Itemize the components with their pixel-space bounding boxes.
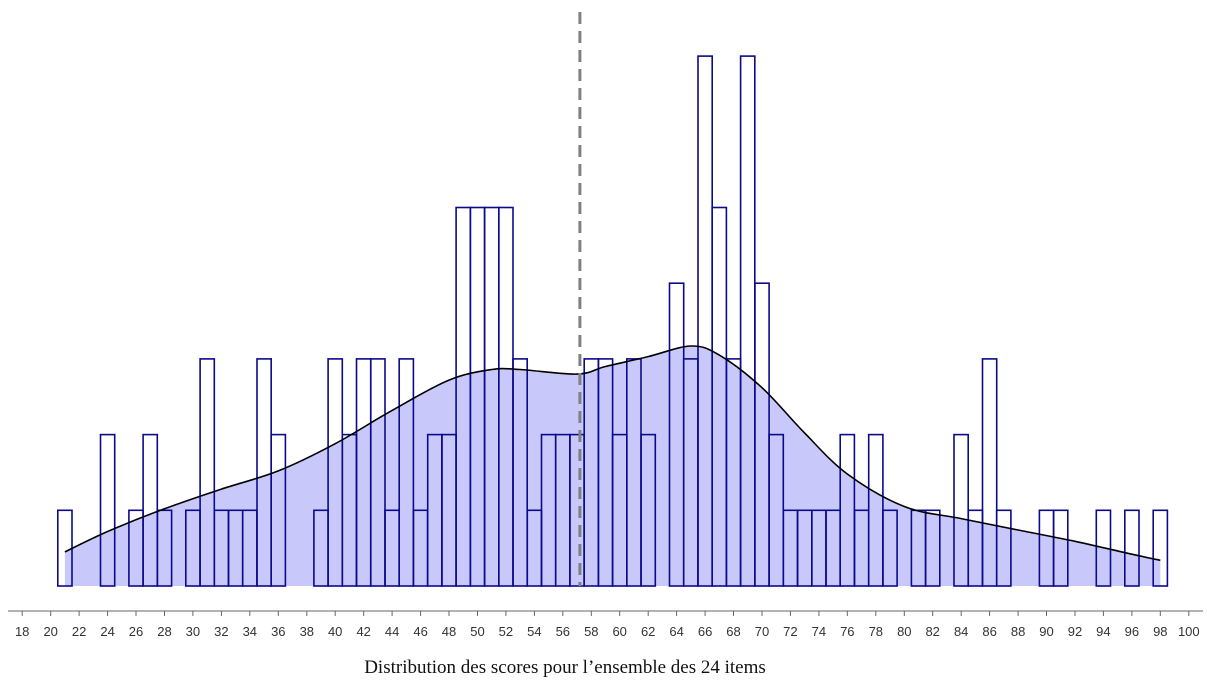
bars-layer: [56, 55, 1169, 587]
x-tick-label: 34: [243, 624, 257, 639]
histogram-bar: [99, 433, 116, 587]
x-tick-label: 46: [413, 624, 427, 639]
x-tick-label: 72: [783, 624, 797, 639]
histogram-bar: [156, 509, 173, 587]
histogram-bar: [981, 358, 998, 587]
x-tick-label: 50: [470, 624, 484, 639]
x-tick-label: 58: [584, 624, 598, 639]
x-tick-label: 68: [726, 624, 740, 639]
x-tick-label: 44: [385, 624, 399, 639]
x-tick-label: 60: [612, 624, 626, 639]
histogram-bar: [199, 358, 216, 587]
x-tick-label: 74: [812, 624, 826, 639]
x-tick-label: 80: [897, 624, 911, 639]
x-tick-label: 42: [356, 624, 370, 639]
histogram-bar: [995, 509, 1012, 587]
x-tick-label: 18: [15, 624, 29, 639]
x-tick-label: 38: [300, 624, 314, 639]
x-tick-label: 70: [755, 624, 769, 639]
x-tick-label: 36: [271, 624, 285, 639]
x-tick-label: 92: [1068, 624, 1082, 639]
x-tick-label: 88: [1011, 624, 1025, 639]
x-axis: 18 20 22 24 26 28 30 32 34 36 38 40 42 44 46 48 50 52 54 56…: [8, 610, 1203, 639]
x-tick-label: 20: [43, 624, 57, 639]
histogram-bar: [1095, 509, 1112, 587]
x-tick-label: 48: [442, 624, 456, 639]
chart-caption: Distribution des scores pour l’ensemble …: [364, 657, 766, 678]
histogram-bar: [640, 433, 657, 587]
x-tick-label: 84: [954, 624, 968, 639]
histogram-bar: [924, 509, 941, 587]
x-tick-label: 76: [840, 624, 854, 639]
x-tick-label: 78: [869, 624, 883, 639]
histogram-bar: [882, 509, 898, 587]
x-tick-label: 94: [1096, 624, 1110, 639]
density-curve: [64, 345, 1161, 562]
histogram-bar: [1124, 509, 1140, 587]
x-tick-label: 96: [1125, 624, 1139, 639]
x-tick-label: 24: [100, 624, 114, 639]
x-tick-label: 82: [925, 624, 939, 639]
x-tick-label: 40: [328, 624, 342, 639]
histogram-bar: [270, 433, 287, 587]
x-tick-label: 52: [499, 624, 513, 639]
x-tick-label: 66: [698, 624, 712, 639]
x-tick-label: 54: [527, 624, 541, 639]
x-tick-label: 56: [556, 624, 570, 639]
x-tick-label: 86: [982, 624, 996, 639]
x-tick-label: 22: [72, 624, 86, 639]
x-tick-label: 90: [1039, 624, 1053, 639]
x-tick-label: 100: [1178, 624, 1200, 639]
x-tick-label: 32: [214, 624, 228, 639]
x-tick-label: 64: [669, 624, 683, 639]
x-tick-label: 26: [129, 624, 143, 639]
histogram-bar: [1152, 509, 1169, 587]
x-tick-label: 30: [186, 624, 200, 639]
histogram-bar: [1052, 509, 1069, 587]
x-tick-label: 62: [641, 624, 655, 639]
histogram-bar: [398, 358, 415, 587]
x-tick-label: 98: [1153, 624, 1167, 639]
histogram-bar: [512, 358, 528, 587]
histogram-bar: [369, 358, 386, 587]
x-tick-label: 28: [157, 624, 171, 639]
